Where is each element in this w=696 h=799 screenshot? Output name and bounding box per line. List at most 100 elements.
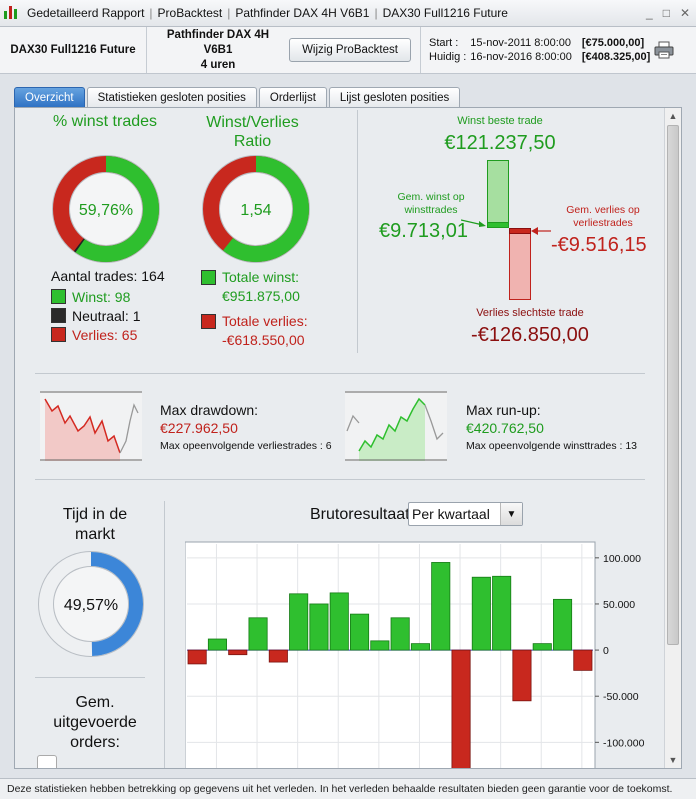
window-titlebar: Gedetailleerd Rapport | ProBacktest | Pa… (0, 0, 696, 27)
win-pct-title: % winst trades (52, 113, 158, 130)
orders-title: Gem. uitgevoerde orders: (53, 694, 137, 751)
market-time-donut: 49,57% (38, 551, 144, 657)
y-tick-label: 100.000 (603, 553, 641, 565)
result-bar (207, 638, 227, 651)
scroll-up-icon[interactable]: ▲ (668, 111, 678, 121)
result-bar (309, 603, 329, 651)
report-header: DAX30 Full1216 Future Pathfinder DAX 4H … (0, 27, 696, 74)
avg-win-arrow-icon (461, 219, 486, 227)
win-pct-value: 59,76% (79, 202, 133, 219)
system-period: 4 uren (200, 58, 236, 71)
period-select[interactable]: Per kwartaal ▼ (408, 502, 523, 526)
period-select-value: Per kwartaal (412, 506, 490, 522)
printer-icon[interactable] (654, 41, 674, 59)
result-bar (370, 640, 390, 651)
worst-trade-bar (509, 228, 531, 300)
app-logo-icon (4, 5, 18, 21)
win-arc (53, 156, 159, 262)
avg-loss-label: Gem. verlies op verliestrades (566, 204, 640, 229)
breadcrumb-probacktest[interactable]: ProBacktest (157, 6, 223, 20)
scroll-down-icon[interactable]: ▼ (668, 755, 678, 765)
result-bar (532, 643, 552, 651)
change-probacktest-button[interactable]: Wijzig ProBacktest (289, 38, 411, 62)
tab-closed-positions-stats[interactable]: Statistieken gesloten posities (86, 87, 257, 107)
win-pct-donut: 59,76% (52, 155, 160, 263)
start-date: 15-nov-2011 8:00:00 (470, 37, 572, 49)
total-loss-value: -€618.550,00 (222, 332, 305, 348)
result-bar (573, 649, 593, 671)
runup-sub: Max opeenvolgende winsttrades : 13 (466, 440, 638, 452)
drawdown-sparkline (40, 391, 142, 461)
best-trade-value: €121.237,50 (444, 132, 556, 154)
avg-loss-bar (509, 228, 531, 234)
tab-overview[interactable]: Overzicht (14, 87, 85, 107)
breadcrumb-report[interactable]: Gedetailleerd Rapport (27, 6, 145, 20)
result-bar (512, 649, 532, 702)
drawdown-label: Max drawdown: (160, 402, 259, 418)
best-trade-bar (487, 160, 509, 228)
result-bar (228, 649, 248, 656)
worst-trade-label: Verlies slechtste trade (476, 307, 584, 319)
disclaimer: Deze statistieken hebben betrekking op g… (0, 778, 696, 799)
total-win-value: €951.875,00 (222, 288, 300, 304)
market-time-value: 49,57% (64, 597, 118, 614)
market-time-title: Tijd in de markt (62, 506, 128, 543)
win-legend-icon (51, 289, 66, 304)
result-bar (471, 576, 491, 651)
worst-trade-value: -€126.850,00 (471, 324, 589, 346)
result-bar (268, 649, 288, 663)
ratio-donut: 1,54 (202, 155, 310, 263)
result-bar (410, 643, 430, 651)
y-tick-label: -100.000 (603, 737, 645, 749)
scroll-thumb[interactable] (667, 125, 679, 645)
tab-bar: Overzicht Statistieken gesloten posities… (14, 87, 461, 107)
neutral-legend-icon (51, 308, 66, 323)
loss-legend-icon (51, 327, 66, 342)
avg-win-label: Gem. winst op winsttrades (397, 191, 465, 216)
current-date: 16-nov-2016 8:00:00 (470, 51, 572, 63)
close-icon[interactable]: ✕ (679, 6, 690, 20)
avg-loss-value: -€9.516,15 (551, 234, 647, 256)
orders-box (37, 755, 57, 768)
result-bar (553, 598, 573, 651)
win-count: Winst: 98 (72, 288, 131, 305)
ratio-title: Winst/Verlies Ratio (206, 114, 299, 150)
result-bar (390, 617, 410, 651)
runup-sparkline (345, 391, 447, 461)
tab-order-list[interactable]: Orderlijst (258, 87, 327, 107)
y-tick-label: 50.000 (603, 599, 635, 611)
y-tick-label: 0 (603, 645, 609, 657)
y-tick-label: -50.000 (603, 691, 639, 703)
current-label: Huidig : (429, 51, 467, 63)
total-loss-label: Totale verlies: (222, 313, 308, 329)
avg-loss-arrow-icon (531, 227, 551, 235)
gross-result-chart: 100.000 50.000 0 -50.000 -100.000 (185, 541, 645, 768)
result-bar (451, 649, 471, 768)
date-range: Start : 15-nov-2011 8:00:00 [€75.000,00]… (421, 27, 696, 73)
result-bar (329, 592, 349, 651)
ratio-win-arc (203, 156, 309, 262)
vertical-scrollbar[interactable]: ▲ ▼ (664, 108, 681, 768)
drawdown-value: €227.962,50 (160, 420, 238, 436)
instrument-name: DAX30 Full1216 Future (0, 27, 147, 73)
result-bar (492, 575, 512, 651)
avg-win-value: €9.713,01 (379, 220, 468, 242)
result-bar (350, 613, 370, 651)
current-value: [€408.325,00] (581, 51, 651, 63)
best-trade-label: Winst beste trade (457, 115, 543, 127)
minimize-icon[interactable]: _ (646, 6, 653, 20)
market-time-arc (39, 552, 143, 656)
result-bar (248, 617, 268, 651)
ratio-value: 1,54 (240, 202, 271, 219)
breadcrumb-instrument[interactable]: DAX30 Full1216 Future (382, 6, 508, 20)
chart-title: Brutoresultaat (310, 506, 410, 523)
result-bar (431, 562, 451, 651)
maximize-icon[interactable]: □ (662, 6, 670, 20)
total-loss-icon (201, 314, 216, 329)
chevron-down-icon[interactable]: ▼ (500, 503, 522, 525)
breadcrumb-system[interactable]: Pathfinder DAX 4H V6B1 (235, 6, 370, 20)
tab-closed-positions-list[interactable]: Lijst gesloten posities (328, 87, 461, 107)
overview-panel: % winst trades 59,76% Aantal trades: 164… (14, 107, 682, 769)
start-label: Start : (429, 37, 459, 49)
result-bar (187, 649, 207, 665)
